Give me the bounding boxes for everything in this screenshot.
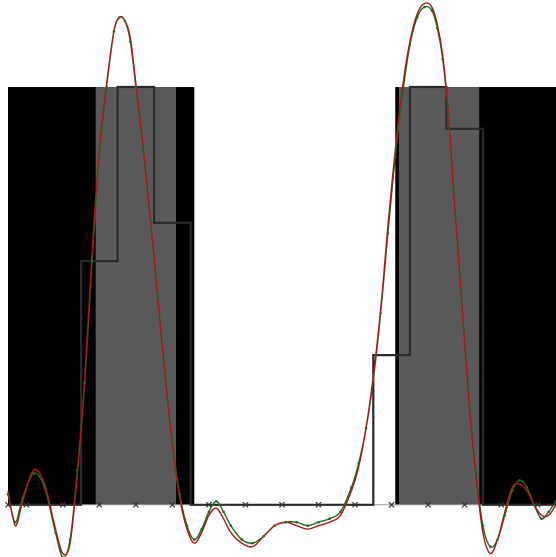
series-point bbox=[284, 520, 287, 524]
sample-marker bbox=[388, 501, 395, 508]
series-point bbox=[21, 496, 24, 500]
series-point bbox=[90, 259, 94, 263]
series-point bbox=[372, 378, 375, 381]
series-point bbox=[357, 461, 361, 465]
series-point bbox=[123, 19, 127, 23]
series-point bbox=[488, 545, 492, 548]
series-point bbox=[156, 294, 160, 298]
sample-marker bbox=[59, 501, 66, 508]
series-point bbox=[474, 468, 477, 472]
series-point bbox=[401, 92, 404, 96]
series-point bbox=[76, 468, 79, 472]
series-point bbox=[129, 40, 132, 44]
sample-marker bbox=[352, 501, 359, 508]
series-point bbox=[435, 26, 439, 30]
series-point bbox=[525, 486, 529, 489]
highlight-band-layer bbox=[95, 87, 480, 505]
series-point bbox=[408, 43, 412, 47]
interpolated-series-layer bbox=[6, 2, 556, 557]
series-point bbox=[185, 524, 189, 527]
sample-marker bbox=[242, 501, 249, 508]
series-point bbox=[423, 5, 426, 9]
highlight-band-1 bbox=[95, 87, 177, 505]
series-point bbox=[32, 472, 35, 475]
series-point bbox=[163, 371, 167, 374]
series-point bbox=[459, 287, 463, 291]
series-point bbox=[510, 489, 514, 493]
series-point bbox=[251, 541, 255, 545]
series-point bbox=[68, 538, 72, 541]
series-point bbox=[273, 524, 276, 527]
series-point bbox=[496, 538, 499, 541]
series-point bbox=[200, 527, 203, 531]
series-point bbox=[54, 531, 57, 534]
series-point bbox=[178, 493, 182, 496]
series-point bbox=[393, 155, 397, 158]
series-point bbox=[446, 113, 450, 117]
series-point bbox=[43, 486, 46, 489]
sample-marker bbox=[4, 501, 12, 508]
series-point bbox=[14, 520, 17, 524]
series-point bbox=[262, 534, 266, 538]
series-point bbox=[134, 85, 138, 89]
series-point bbox=[214, 500, 218, 503]
series-point bbox=[547, 510, 550, 514]
series-point bbox=[112, 30, 116, 33]
series-point bbox=[222, 510, 225, 514]
series-point bbox=[141, 148, 145, 151]
series-point bbox=[364, 426, 368, 430]
sample-marker bbox=[278, 501, 286, 508]
series-point bbox=[503, 513, 507, 517]
sample-marker bbox=[461, 501, 468, 508]
sample-marker-layer bbox=[4, 501, 541, 508]
series-point bbox=[6, 493, 10, 496]
series-point bbox=[415, 16, 419, 19]
sample-marker bbox=[498, 501, 505, 508]
series-point bbox=[518, 479, 521, 482]
series-point bbox=[83, 381, 87, 385]
sample-marker bbox=[205, 501, 212, 508]
sample-marker bbox=[425, 501, 432, 508]
sample-marker bbox=[315, 501, 322, 508]
series-point bbox=[118, 16, 121, 19]
series-point bbox=[467, 388, 470, 392]
sample-marker bbox=[132, 501, 139, 508]
series-point bbox=[339, 510, 342, 514]
sample-marker bbox=[534, 501, 541, 508]
series-point bbox=[430, 9, 434, 12]
series-point bbox=[240, 538, 244, 541]
sample-marker bbox=[23, 501, 30, 508]
series-point bbox=[386, 231, 390, 235]
series-point bbox=[105, 85, 108, 89]
series-point bbox=[193, 538, 196, 541]
series-point bbox=[317, 520, 320, 524]
series-point bbox=[452, 190, 456, 193]
highlight-band-2 bbox=[398, 87, 480, 505]
series-point bbox=[350, 486, 353, 489]
series-point bbox=[171, 440, 174, 444]
series-point bbox=[441, 57, 445, 61]
series-point bbox=[149, 218, 152, 221]
series-point bbox=[328, 517, 331, 521]
series-point bbox=[481, 524, 485, 527]
series-point bbox=[207, 510, 211, 514]
series-point bbox=[379, 312, 382, 315]
series-point bbox=[540, 517, 543, 521]
series-point bbox=[295, 520, 298, 524]
sample-marker bbox=[169, 501, 176, 508]
series-point bbox=[306, 524, 309, 527]
sample-marker bbox=[96, 501, 103, 508]
series-point bbox=[98, 155, 101, 158]
series-point bbox=[532, 503, 536, 507]
series-point bbox=[229, 524, 233, 527]
